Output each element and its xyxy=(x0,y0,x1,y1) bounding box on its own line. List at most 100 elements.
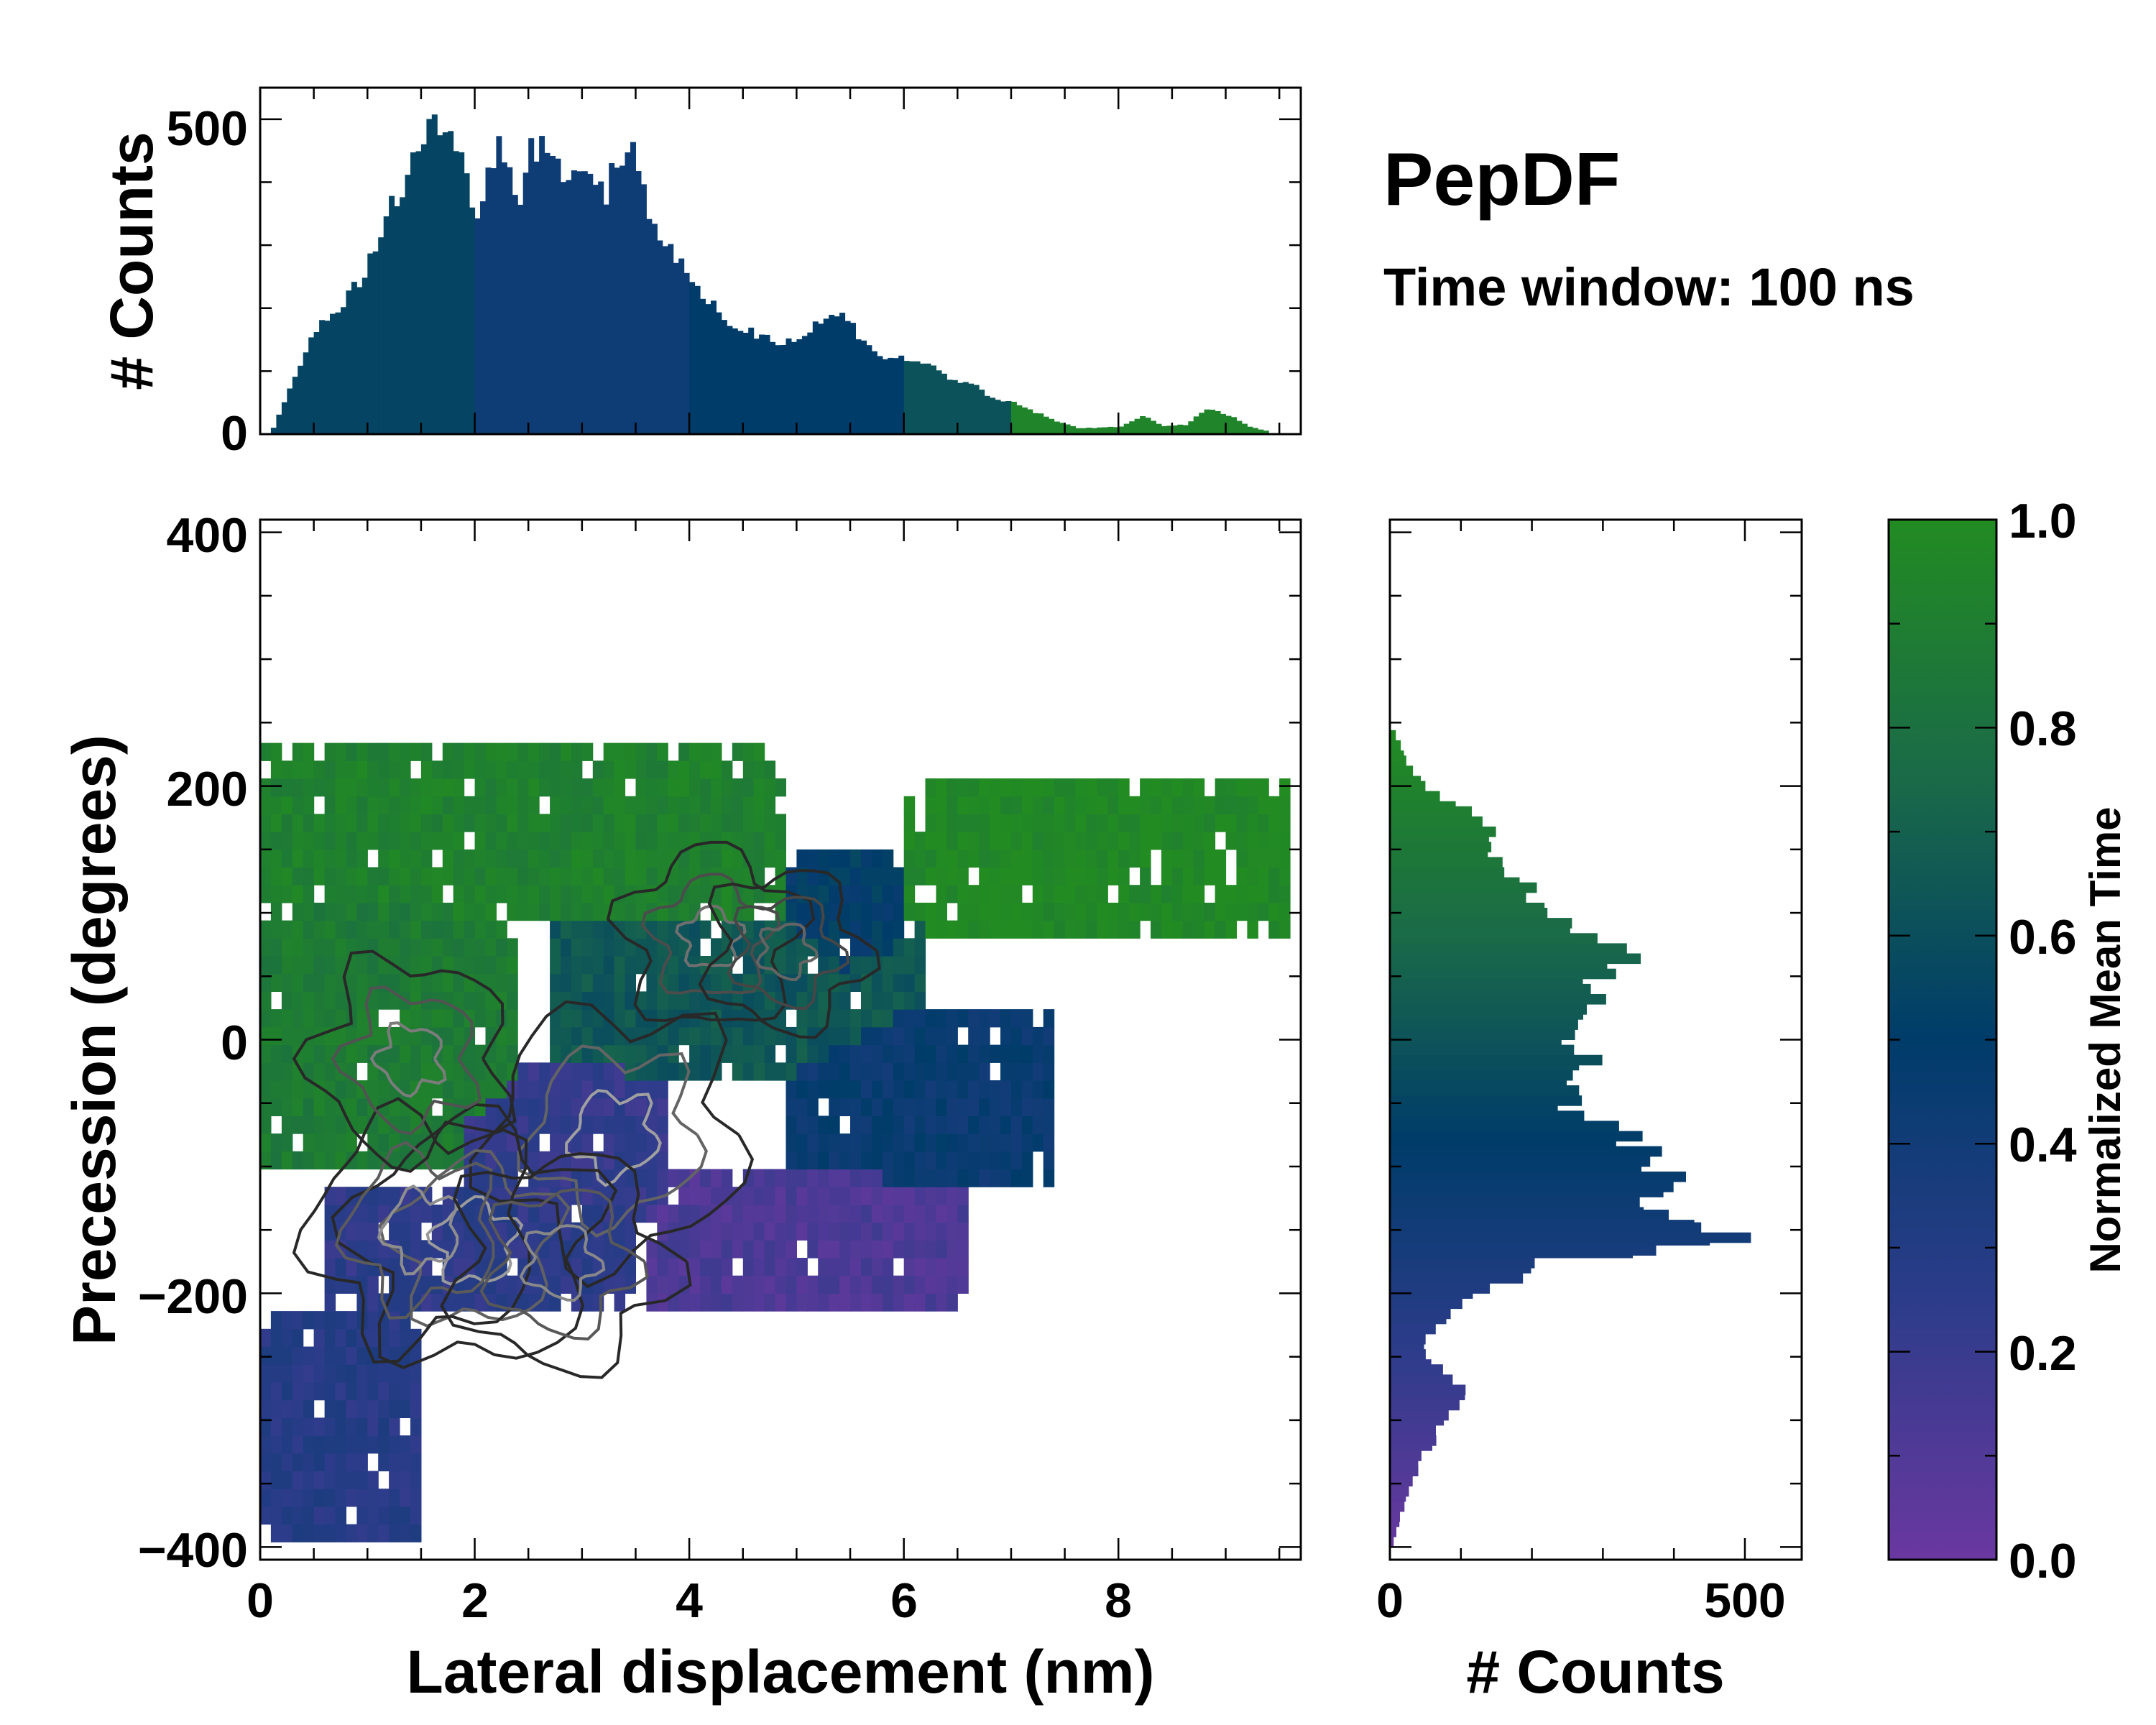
top-hist-bar xyxy=(1241,423,1248,434)
heatmap-cell xyxy=(732,814,744,832)
heatmap-cell xyxy=(346,1489,357,1507)
heatmap-cell xyxy=(1140,778,1151,797)
right-hist-ticks xyxy=(1388,520,1802,1560)
heatmap-cell xyxy=(646,1240,658,1259)
y-tick-label: −400 xyxy=(138,1523,248,1578)
density-contour xyxy=(564,1089,662,1187)
heatmap-cell xyxy=(410,1328,422,1348)
top-hist-bar xyxy=(292,377,298,434)
density-contour xyxy=(331,1103,618,1369)
heatmap-cell xyxy=(1097,796,1108,814)
heatmap-cell xyxy=(389,796,400,814)
heatmap-cell xyxy=(474,1009,487,1028)
heatmap-cell xyxy=(335,796,346,814)
heatmap-cell xyxy=(850,867,862,886)
heatmap-cell xyxy=(711,832,722,850)
heatmap-cell xyxy=(1107,796,1119,814)
heatmap-cell xyxy=(850,1062,862,1081)
heatmap-cell xyxy=(464,902,476,921)
heatmap-cell xyxy=(957,832,969,850)
heatmap-cell xyxy=(442,1026,454,1046)
heatmap-cell xyxy=(507,796,518,814)
heatmap-cell xyxy=(818,991,829,1010)
heatmap-cell xyxy=(281,778,293,797)
heatmap-cell xyxy=(925,902,936,921)
heatmap-cell xyxy=(689,1240,701,1259)
top-hist-bar xyxy=(844,321,851,434)
heatmap-cell xyxy=(581,902,594,921)
heatmap-cell xyxy=(603,867,615,886)
heatmap-cell xyxy=(335,1524,346,1542)
heatmap-cell xyxy=(882,1293,894,1312)
heatmap-cell xyxy=(303,938,315,957)
heatmap-cell xyxy=(742,832,755,850)
heatmap-cell xyxy=(292,1382,304,1401)
heatmap-cell xyxy=(303,1364,315,1383)
heatmap-cell xyxy=(474,885,487,903)
heatmap-cell xyxy=(346,1222,357,1241)
top-hist-bar xyxy=(920,363,926,434)
heatmap-cell xyxy=(1054,796,1066,814)
top-hist-bar xyxy=(410,152,416,434)
heatmap-cell xyxy=(882,938,894,957)
heatmap-cell xyxy=(603,796,615,814)
top-hist-bar xyxy=(1021,407,1028,434)
heatmap-cell xyxy=(925,1169,936,1187)
heatmap-cell xyxy=(281,760,293,779)
heatmap-cell xyxy=(603,1026,615,1046)
heatmap-cell xyxy=(957,796,969,814)
heatmap-cell xyxy=(893,1044,905,1063)
heatmap-cell xyxy=(678,814,690,832)
heatmap-cell xyxy=(1010,867,1023,886)
heatmap-cell xyxy=(903,1026,916,1046)
heatmap-cell xyxy=(356,902,368,921)
heatmap-cell xyxy=(292,1471,304,1489)
heatmap-cell xyxy=(270,973,282,992)
heatmap-cell xyxy=(1075,814,1087,832)
heatmap-cell xyxy=(356,1222,368,1241)
heatmap-cell xyxy=(442,973,454,992)
x-tick-label: 4 xyxy=(676,1573,703,1628)
heatmap-cell xyxy=(356,956,368,975)
heatmap-cell xyxy=(356,1417,368,1436)
heatmap-cell xyxy=(464,1116,476,1134)
heatmap-cell xyxy=(410,1116,422,1134)
heatmap-cell xyxy=(829,1275,840,1294)
heatmap-cell xyxy=(893,1275,905,1294)
heatmap-cell xyxy=(850,1026,862,1046)
heatmap-cell xyxy=(410,1009,422,1028)
heatmap-cell xyxy=(818,938,829,957)
heatmap-cell xyxy=(453,885,465,903)
heatmap-cell xyxy=(786,973,797,992)
heatmap-cell xyxy=(829,1116,840,1134)
heatmap-cell xyxy=(539,778,550,797)
heatmap-cell xyxy=(367,1399,379,1418)
heatmap-cell xyxy=(829,1133,840,1152)
heatmap-cell xyxy=(946,1133,958,1152)
heatmap-cell xyxy=(871,1151,883,1170)
heatmap-cell xyxy=(871,1187,883,1205)
heatmap-cell xyxy=(1021,1044,1033,1063)
heatmap-cell xyxy=(378,742,390,761)
heatmap-cell xyxy=(335,1471,346,1489)
heatmap-cell xyxy=(861,1222,872,1241)
heatmap-cell xyxy=(742,1275,755,1294)
heatmap-cell xyxy=(335,1328,346,1348)
top-hist-bar xyxy=(727,326,733,434)
heatmap-cell xyxy=(410,742,422,761)
heatmap-cell xyxy=(871,849,883,868)
heatmap-cell xyxy=(1010,1116,1023,1134)
heatmap-cell xyxy=(592,1098,604,1116)
heatmap-cell xyxy=(700,832,711,850)
top-hist-bar xyxy=(1081,428,1087,434)
heatmap-cell xyxy=(367,1382,379,1401)
heatmap-cell xyxy=(550,1044,561,1063)
heatmap-cell xyxy=(324,1098,336,1116)
heatmap-cell xyxy=(561,778,572,797)
heatmap-cell xyxy=(700,1044,711,1063)
heatmap-cell xyxy=(496,973,507,992)
heatmap-cell xyxy=(1043,1009,1055,1028)
x-axis-label: Lateral displacement (nm) xyxy=(407,1638,1155,1706)
heatmap-cell xyxy=(625,814,636,832)
y-tick-label: −200 xyxy=(138,1269,248,1324)
